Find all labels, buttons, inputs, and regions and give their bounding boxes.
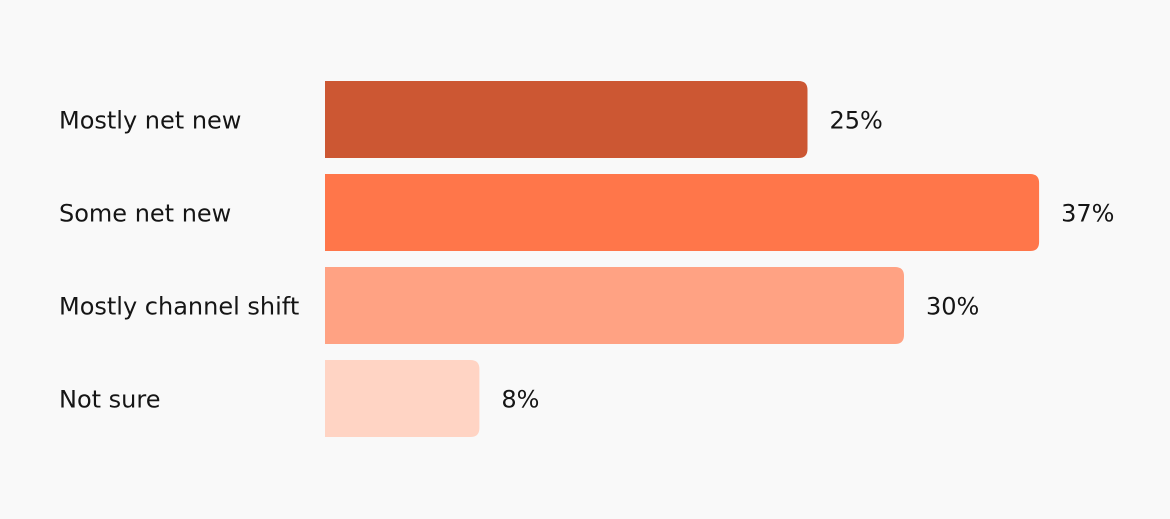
category-label: Mostly channel shift (59, 293, 299, 321)
value-label: 8% (501, 386, 539, 414)
value-label: 30% (926, 293, 979, 321)
bar (325, 81, 808, 158)
value-label: 37% (1061, 200, 1114, 228)
bar (325, 267, 904, 344)
category-label: Not sure (59, 386, 161, 414)
value-label: 25% (830, 107, 883, 135)
category-label: Some net new (59, 200, 231, 228)
bar (325, 360, 480, 437)
bar (325, 174, 1040, 251)
category-label: Mostly net new (59, 107, 241, 135)
